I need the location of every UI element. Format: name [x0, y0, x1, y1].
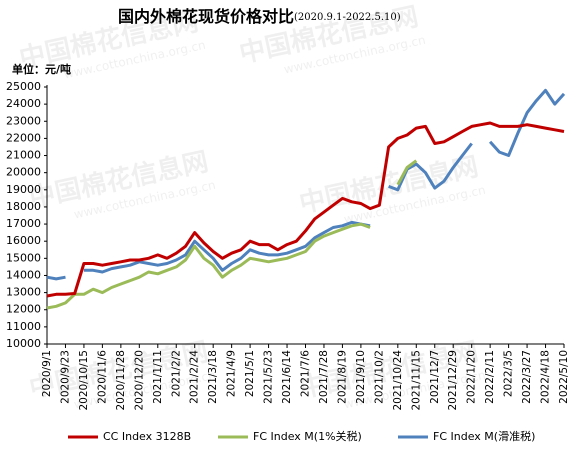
x-tick-label: 2021/1/11: [152, 350, 164, 404]
y-tick-label: 25000: [6, 80, 41, 93]
x-tick-label: 2022/3/5: [503, 350, 515, 397]
x-tick-label: 2021/7/6: [300, 350, 312, 397]
x-tick-label: 2022/2/11: [484, 350, 496, 404]
x-tick-label: 2022/5/10: [558, 350, 570, 404]
x-tick-label: 2021/12/7: [429, 350, 441, 404]
x-tick-label: 2020/9/1: [41, 350, 53, 397]
x-tick-label: 2020/9/23: [59, 350, 71, 404]
subtitle: (2020.9.1-2022.5.10): [294, 12, 401, 23]
x-tick-label: 2021/2/24: [189, 350, 201, 404]
x-tick-label: 2021/5/23: [263, 350, 275, 404]
legend-label: FC Index M(1%关税): [253, 429, 362, 443]
y-tick-label: 21000: [6, 149, 41, 162]
x-tick-label: 2021/8/19: [336, 350, 348, 404]
x-tick-label: 2021/2/2: [170, 350, 182, 397]
x-tick-label: 2020/11/6: [96, 350, 108, 404]
x-tick-label: 2021/5/1: [244, 350, 256, 397]
legend-label: CC Index 3128B: [103, 430, 191, 443]
y-tick-label: 12000: [6, 303, 41, 316]
x-tick-label: 2022/4/18: [540, 350, 552, 404]
y-tick-label: 16000: [6, 234, 41, 247]
series-line: [46, 121, 565, 298]
x-tick-label: 2021/9/10: [355, 350, 367, 404]
x-tick-label: 2020/12/20: [133, 350, 145, 411]
legend-label: FC Index M(滑准税): [433, 429, 535, 443]
y-tick-label: 14000: [6, 268, 41, 281]
x-tick-label: 2021/12/29: [447, 350, 459, 411]
y-tick-label: 19000: [6, 183, 41, 196]
x-tick-label: 2021/11/15: [410, 350, 422, 411]
y-tick-label: 11000: [6, 320, 41, 333]
x-tick-label: 2021/4/9: [226, 350, 238, 397]
y-tick-label: 20000: [6, 166, 41, 179]
x-tick-label: 2021/10/24: [392, 350, 404, 411]
x-tick-label: 2022/1/20: [466, 350, 478, 404]
series-line: [46, 88, 566, 281]
x-tick-label: 2020/11/28: [115, 350, 127, 411]
x-tick-label: 2021/7/28: [318, 350, 330, 404]
x-tick-label: 2021/10/2: [373, 350, 385, 404]
y-axis-label: 单位：元/吨: [12, 62, 71, 76]
y-tick-label: 18000: [6, 200, 41, 213]
y-tick-label: 13000: [6, 286, 41, 299]
y-tick-label: 23000: [6, 114, 41, 127]
y-tick-label: 24000: [6, 97, 41, 110]
y-tick-label: 17000: [6, 217, 41, 230]
x-tick-label: 2022/3/27: [521, 350, 533, 404]
x-tick-label: 2021/6/14: [281, 350, 293, 404]
y-tick-label: 22000: [6, 131, 41, 144]
title: 国内外棉花现货价格对比: [118, 7, 294, 26]
chart-title: 国内外棉花现货价格对比(2020.9.1-2022.5.10): [118, 7, 401, 26]
y-tick-label: 15000: [6, 251, 41, 264]
x-tick-label: 2020/10/15: [78, 350, 90, 411]
y-tick-label: 10000: [6, 337, 41, 350]
series-line: [46, 159, 418, 310]
x-tick-label: 2021/3/18: [207, 350, 219, 404]
